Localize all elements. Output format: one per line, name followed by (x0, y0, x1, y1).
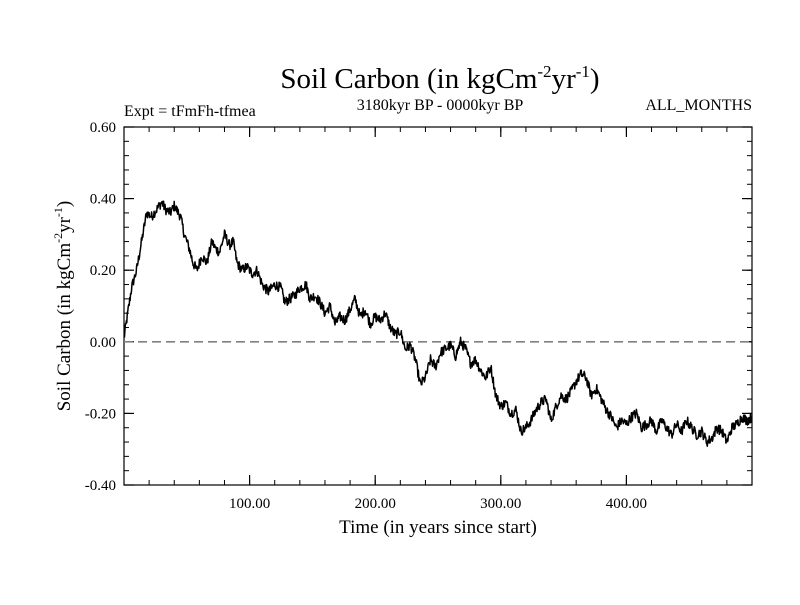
x-tick-label: 300.00 (480, 496, 521, 512)
x-tick-labels: 100.00 200.00 300.00 400.00 (229, 496, 647, 512)
x-tick-label: 100.00 (229, 496, 270, 512)
y-axis-label: Soil Carbon (in kgCm-2yr-1) (51, 201, 75, 412)
y-tick-label: 0.20 (90, 263, 116, 279)
subtitle-experiment: Expt = tFmFh-tfmea (124, 103, 256, 120)
y-tick-label: 0.60 (90, 120, 116, 136)
y-tick-label: 0.00 (90, 335, 116, 351)
y-tick-label: 0.40 (90, 192, 116, 208)
plot-frame (123, 126, 753, 486)
chart-title: Soil Carbon (in kgCm-2yr-1) (280, 62, 599, 95)
y-tick-label: -0.40 (85, 478, 116, 494)
x-tick-label: 400.00 (606, 496, 647, 512)
y-tick-label: -0.20 (85, 406, 116, 422)
y-tick-labels: 0.60 0.40 0.20 0.00 -0.20 -0.40 (85, 120, 116, 494)
subtitle-months: ALL_MONTHS (645, 97, 752, 114)
x-tick-label: 200.00 (355, 496, 396, 512)
series-line-soil-carbon (123, 200, 753, 447)
x-axis-label: Time (in years since start) (339, 517, 537, 538)
subtitle-time-range: 3180kyr BP - 0000kyr BP (357, 97, 524, 114)
